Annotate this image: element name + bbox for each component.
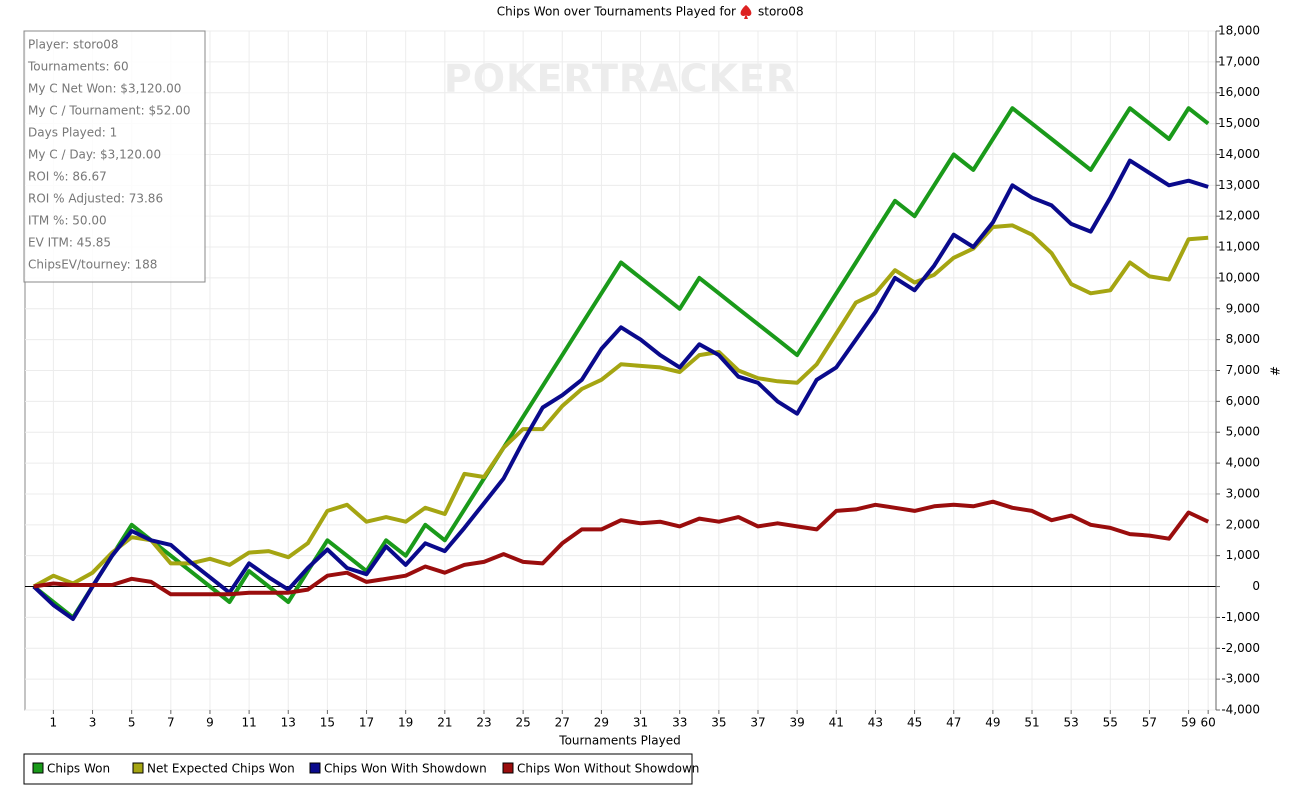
- y-tick-label: 0: [1252, 579, 1260, 593]
- legend-label: Net Expected Chips Won: [147, 762, 295, 776]
- y-tick-label: 12,000: [1218, 209, 1260, 223]
- y-tick-label: 3,000: [1226, 486, 1260, 500]
- y-tick-label: -3,000: [1221, 672, 1260, 686]
- legend-swatch: [32, 762, 44, 774]
- info-box: Player: storo08 Tournaments: 60 My C Net W…: [23, 30, 206, 283]
- legend: Chips Won Net Expected Chips Won Chips Won…: [23, 753, 699, 785]
- y-tick-label: 10,000: [1218, 270, 1260, 284]
- x-tick-label: 45: [907, 716, 922, 730]
- x-tick-label: 21: [437, 716, 452, 730]
- x-tick-label: 31: [633, 716, 648, 730]
- x-tick-label: 53: [1064, 716, 1079, 730]
- x-tick-label: 23: [476, 716, 491, 730]
- x-tick-label: 55: [1103, 716, 1118, 730]
- series-line: [32, 106, 1210, 620]
- y-tick-label: 2,000: [1226, 517, 1260, 531]
- x-tick-label: 33: [672, 716, 687, 730]
- x-axis-label: Tournaments Played: [558, 734, 680, 748]
- y-axis-label: #: [1268, 366, 1282, 376]
- x-tick-label: 29: [594, 716, 609, 730]
- chart-title-player: storo08: [758, 5, 804, 19]
- y-tick-label: -4,000: [1221, 703, 1260, 717]
- x-tick-label: 47: [946, 716, 961, 730]
- y-tick-label: 17,000: [1218, 54, 1260, 68]
- x-tick-label: 5: [128, 716, 136, 730]
- y-tick-label: 4,000: [1226, 456, 1260, 470]
- x-tick-label: 15: [320, 716, 335, 730]
- x-tick-label: 7: [167, 716, 175, 730]
- info-line: My C Net Won: $3,120.00: [28, 82, 181, 96]
- y-tick-label: 16,000: [1218, 85, 1260, 99]
- x-tick-label: 27: [555, 716, 570, 730]
- info-line: ChipsEV/tourney: 188: [28, 258, 157, 272]
- x-tick-label: 57: [1142, 716, 1157, 730]
- info-line: EV ITM: 45.85: [28, 236, 111, 250]
- y-tick-label: 5,000: [1226, 425, 1260, 439]
- x-tick-label: 17: [359, 716, 374, 730]
- info-line: Tournaments: 60: [27, 60, 129, 74]
- x-tick-label: 37: [750, 716, 765, 730]
- y-tick-label: 11,000: [1218, 240, 1260, 254]
- info-line: ROI %: 86.67: [28, 170, 107, 184]
- watermark: POKERTRACKER: [444, 57, 796, 101]
- legend-label: Chips Won Without Showdown: [517, 762, 699, 776]
- y-tick-label: -2,000: [1221, 641, 1260, 655]
- x-tick-label: 19: [398, 716, 413, 730]
- x-tick-label: 3: [89, 716, 97, 730]
- grid: [25, 30, 1216, 711]
- x-tick-label: 60: [1201, 716, 1216, 730]
- x-tick-label: 1: [50, 716, 58, 730]
- legend-swatch: [132, 762, 144, 774]
- info-line: Days Played: 1: [28, 126, 117, 140]
- info-box-frame: [23, 30, 206, 283]
- x-tick-label: 39: [790, 716, 805, 730]
- y-tick-label: 8,000: [1226, 332, 1260, 346]
- x-tick-label: 9: [206, 716, 214, 730]
- lines: [32, 106, 1210, 621]
- y-tick-label: 14,000: [1218, 147, 1260, 161]
- info-line: My C / Tournament: $52.00: [28, 104, 190, 118]
- y-tick-label: 9,000: [1226, 301, 1260, 315]
- legend-swatch: [502, 762, 514, 774]
- y-tick-label: 1,000: [1226, 548, 1260, 562]
- legend-label: Chips Won With Showdown: [324, 762, 487, 776]
- x-tick-label: 51: [1024, 716, 1039, 730]
- info-line: My C / Day: $3,120.00: [28, 148, 161, 162]
- info-line: ROI % Adjusted: 73.86: [28, 192, 163, 206]
- spade-icon: [740, 5, 752, 19]
- x-tick-label: 41: [829, 716, 844, 730]
- y-tick-label: 13,000: [1218, 178, 1260, 192]
- info-line: Player: storo08: [28, 38, 119, 52]
- title-group: Chips Won over Tournaments Played for st…: [497, 5, 804, 19]
- legend-swatch: [309, 762, 321, 774]
- y-tick-label: 6,000: [1226, 394, 1260, 408]
- legend-label: Chips Won: [47, 762, 110, 776]
- x-tick-label: 13: [281, 716, 296, 730]
- y-tick-label: -1,000: [1221, 610, 1260, 624]
- chart-title: Chips Won over Tournaments Played for: [497, 5, 736, 19]
- x-tick-label: 11: [241, 716, 256, 730]
- x-tick-label: 59: [1181, 716, 1196, 730]
- series-line: [32, 223, 1209, 589]
- x-tick-label: 43: [868, 716, 883, 730]
- y-tick-label: 15,000: [1218, 116, 1260, 130]
- y-tick-label: 18,000: [1218, 24, 1260, 38]
- y-tick-label: 7,000: [1226, 363, 1260, 377]
- info-line: ITM %: 50.00: [28, 214, 107, 228]
- x-tick-label: 49: [985, 716, 1000, 730]
- x-tick-label: 25: [515, 716, 530, 730]
- x-tick-label: 35: [711, 716, 726, 730]
- series-line: [33, 499, 1210, 597]
- axes: -4,000 -3,000 -2,000 -1,000 0 1,000 2,000 3,000…: [50, 24, 1260, 730]
